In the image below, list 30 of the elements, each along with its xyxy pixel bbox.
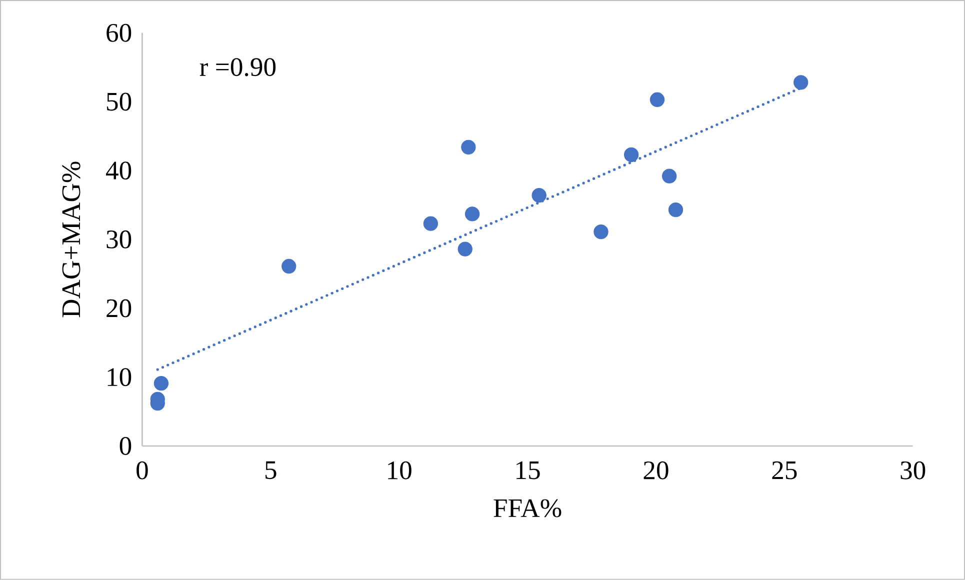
y-tick-label: 60 (106, 24, 132, 42)
point (668, 202, 684, 218)
x-tick-label: 30 (900, 461, 926, 480)
point (458, 242, 472, 256)
y-tick-label: 0 (120, 437, 132, 456)
point (532, 188, 546, 203)
point (154, 376, 169, 391)
point (423, 216, 438, 231)
x-axis-title: FFA% (494, 499, 562, 518)
point (464, 206, 480, 222)
y-tick-label: 30 (106, 230, 132, 248)
annotation: r =0.90 (200, 58, 276, 76)
y-tick-label: 50 (107, 92, 132, 111)
y-tick-label: 20 (106, 299, 132, 318)
point (662, 168, 677, 184)
x-tick-label: 25 (772, 461, 797, 480)
x-tick-label: 10 (388, 461, 412, 480)
point (594, 224, 608, 240)
y-axis-title: DAG+MAG% (62, 162, 80, 318)
x-tick-label: 5 (266, 461, 276, 480)
y-tick-label: 10 (108, 368, 132, 386)
point (650, 92, 665, 108)
point (624, 147, 639, 162)
point (461, 140, 476, 155)
point (282, 258, 296, 274)
x-tick-label: 15 (516, 461, 540, 480)
point (794, 75, 808, 90)
y-tick-label: 40 (106, 162, 132, 180)
x-tick-label: 0 (136, 461, 148, 480)
x-tick-label: 20 (644, 461, 668, 480)
